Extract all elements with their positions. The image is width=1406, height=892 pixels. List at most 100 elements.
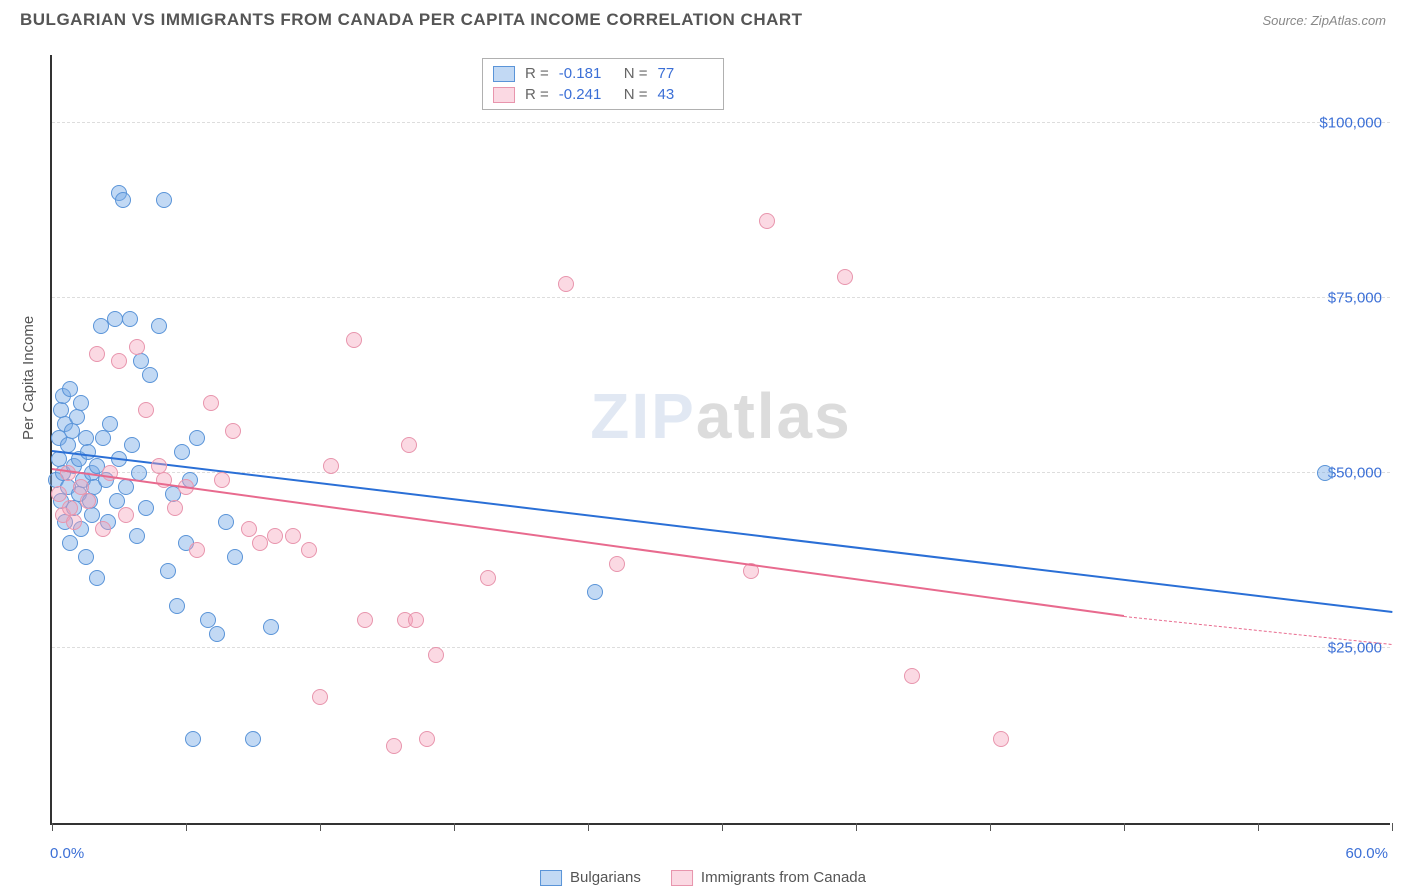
legend-label: Bulgarians [570,869,641,886]
x-tick [454,823,455,831]
scatter-point [209,626,225,642]
legend-swatch [671,870,693,886]
stats-row: R = -0.241 N = 43 [493,84,713,105]
gridline [52,122,1390,123]
watermark-grey: atlas [696,380,852,452]
y-tick-label: $100,000 [1319,115,1382,132]
scatter-point [312,689,328,705]
scatter-point [174,444,190,460]
x-tick [722,823,723,831]
scatter-point [51,486,67,502]
scatter-point [587,584,603,600]
scatter-point [156,192,172,208]
scatter-point [1317,465,1333,481]
scatter-point [267,528,283,544]
x-axis-max-label: 60.0% [1345,845,1388,862]
legend-swatch [540,870,562,886]
y-tick-label: $50,000 [1328,465,1382,482]
scatter-point [241,521,257,537]
scatter-point [285,528,301,544]
x-tick [1124,823,1125,831]
scatter-point [252,535,268,551]
x-tick [856,823,857,831]
stat-r-value: -0.181 [559,65,614,82]
scatter-point [346,332,362,348]
scatter-point [107,311,123,327]
scatter-point [759,213,775,229]
scatter-point [95,430,111,446]
scatter-point [558,276,574,292]
scatter-point [609,556,625,572]
scatter-point [189,430,205,446]
x-tick [1258,823,1259,831]
bottom-legend: Bulgarians Immigrants from Canada [540,869,866,886]
x-tick [186,823,187,831]
scatter-point [115,192,131,208]
trend-line [1124,616,1392,645]
legend-item: Bulgarians [540,869,641,886]
scatter-point [401,437,417,453]
scatter-point [129,339,145,355]
y-axis-label: Per Capita Income [20,316,37,440]
gridline [52,297,1390,298]
scatter-point [386,738,402,754]
stat-r-label: R = [525,86,549,103]
scatter-point [151,318,167,334]
scatter-point [323,458,339,474]
scatter-point [837,269,853,285]
watermark-blue: ZIP [590,380,696,452]
stats-row: R =-0.181N =77 [493,63,713,84]
scatter-point [225,423,241,439]
scatter-point [69,409,85,425]
scatter-point [66,514,82,530]
gridline [52,647,1390,648]
scatter-point [142,367,158,383]
scatter-point [419,731,435,747]
scatter-point [169,598,185,614]
scatter-point [263,619,279,635]
x-tick [588,823,589,831]
scatter-point [214,472,230,488]
scatter-point [480,570,496,586]
scatter-point [89,346,105,362]
y-tick-label: $75,000 [1328,290,1382,307]
stat-n-value: 43 [658,86,713,103]
scatter-point [102,416,118,432]
stat-r-value: -0.241 [559,86,614,103]
stat-n-value: 77 [658,65,713,82]
legend-swatch [493,87,515,103]
legend-item: Immigrants from Canada [671,869,866,886]
scatter-point [62,381,78,397]
x-tick [320,823,321,831]
scatter-point [408,612,424,628]
stat-r-label: R = [525,65,549,82]
x-tick [990,823,991,831]
x-tick [1392,823,1393,831]
x-tick [52,823,53,831]
scatter-point [78,549,94,565]
watermark: ZIPatlas [590,379,851,453]
scatter-point [124,437,140,453]
scatter-point [122,311,138,327]
stat-n-label: N = [624,86,648,103]
scatter-point [357,612,373,628]
scatter-point [185,731,201,747]
scatter-point [138,402,154,418]
scatter-point [245,731,261,747]
gridline [52,472,1390,473]
scatter-point [129,528,145,544]
scatter-point [428,647,444,663]
scatter-point [904,668,920,684]
scatter-point [84,507,100,523]
chart-plot-area: ZIPatlas R =-0.181N =77R =-0.241N =43 $2… [50,55,1390,825]
legend-swatch [493,66,515,82]
scatter-point [62,535,78,551]
scatter-point [189,542,205,558]
scatter-point [89,570,105,586]
scatter-point [993,731,1009,747]
scatter-point [80,493,96,509]
x-axis-min-label: 0.0% [50,845,84,862]
scatter-point [111,353,127,369]
source-label: Source: ZipAtlas.com [1262,13,1386,28]
scatter-point [218,514,234,530]
